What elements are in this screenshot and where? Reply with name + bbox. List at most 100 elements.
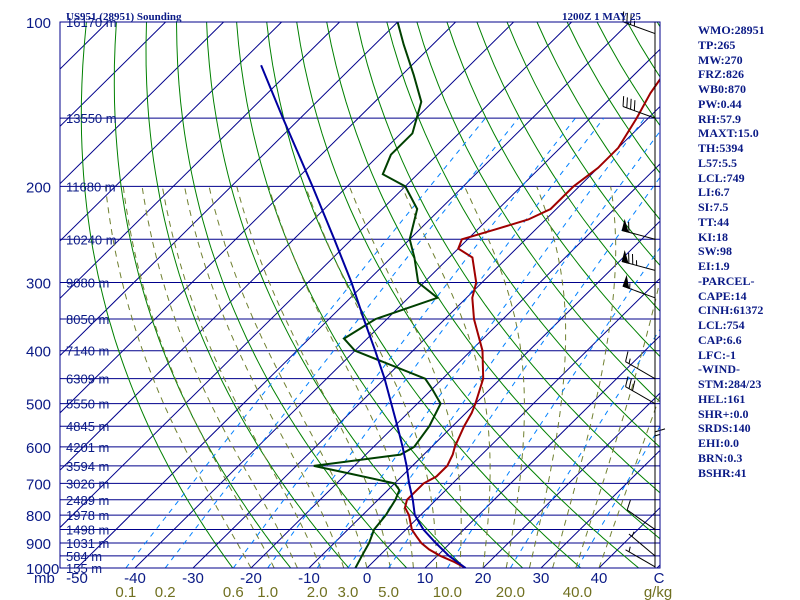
mixing-ratio-label: 5.0 bbox=[378, 584, 399, 600]
mixing-ratio-line-1 bbox=[267, 117, 605, 568]
pressure-label-1000: 1000 bbox=[26, 561, 59, 578]
height-label: 8050 m bbox=[66, 312, 109, 327]
wind-barb-full bbox=[631, 380, 636, 391]
height-label: 9080 m bbox=[66, 276, 109, 291]
isotherm-30 bbox=[540, 449, 660, 568]
index-line: SW:98 bbox=[698, 244, 733, 259]
pressure-label-700: 700 bbox=[26, 476, 51, 493]
moist-adiabat--8 bbox=[161, 186, 322, 568]
index-line: BRN:0.3 bbox=[698, 450, 743, 465]
isotherm--30 bbox=[192, 105, 660, 568]
wind-barb-flag bbox=[621, 218, 629, 233]
moist-adiabat-0 bbox=[208, 186, 368, 568]
mixing-ratio-label: 0.6 bbox=[223, 584, 244, 600]
index-line: BSHR:41 bbox=[698, 465, 747, 480]
pressure-label-400: 400 bbox=[26, 344, 51, 361]
index-line: CAP:6.6 bbox=[698, 332, 742, 347]
pressure-label-200: 200 bbox=[26, 179, 51, 196]
index-line: TH:5394 bbox=[698, 141, 744, 155]
wind-barb-half bbox=[654, 433, 661, 437]
plot-background bbox=[60, 22, 660, 568]
wind-barb-staff bbox=[622, 106, 656, 119]
index-line: STM:284/23 bbox=[698, 377, 762, 391]
wind-barb-850 bbox=[626, 499, 656, 530]
moist-adiabat-40 bbox=[598, 394, 660, 568]
mixing-ratio-line-40 bbox=[576, 425, 660, 568]
temp-label--20: -20 bbox=[240, 570, 262, 587]
wind-barb-995 bbox=[625, 546, 656, 568]
index-line: KI:18 bbox=[698, 229, 728, 244]
isotherm--70 bbox=[60, 22, 514, 471]
moist-adiabat-8 bbox=[268, 186, 414, 568]
height-label: 3594 m bbox=[66, 459, 109, 474]
isotherm--130 bbox=[60, 22, 166, 128]
moist-adiabat--12 bbox=[141, 186, 298, 568]
temp-label-30: 30 bbox=[533, 570, 550, 587]
height-label: 13550 m bbox=[66, 111, 117, 126]
height-label: 1498 m bbox=[66, 522, 109, 537]
index-line: EHI:0.0 bbox=[698, 436, 740, 450]
index-line: MAXT:15.0 bbox=[698, 126, 759, 141]
index-line: WMO:28951 bbox=[698, 23, 765, 37]
mixing-ratio-unit: g/kg bbox=[644, 584, 672, 600]
wind-barb-staff bbox=[628, 533, 656, 557]
index-line: RH:57.9 bbox=[698, 111, 741, 126]
index-line: -WIND- bbox=[698, 362, 740, 377]
dry-adiabat-280 bbox=[176, 22, 408, 568]
wind-barb-250 bbox=[621, 218, 656, 240]
wind-barb-half bbox=[628, 358, 631, 364]
index-line: -PARCEL- bbox=[698, 273, 755, 288]
dry-adiabat-350 bbox=[386, 22, 660, 448]
wind-barb-staff bbox=[626, 509, 656, 530]
index-line: CINH:61372 bbox=[698, 303, 764, 318]
pressure-label-100: 100 bbox=[26, 15, 51, 32]
mixing-ratio-line-0.6 bbox=[232, 117, 576, 568]
sounding-time: 1200Z 1 MAY 25 bbox=[562, 11, 641, 23]
wind-barb-full bbox=[630, 14, 632, 25]
wind-barb-staff bbox=[622, 21, 656, 35]
moist-adiabat-4 bbox=[236, 186, 391, 568]
wind-barb-staff bbox=[625, 549, 656, 568]
index-line: TT:44 bbox=[698, 214, 730, 229]
index-line: LCL:749 bbox=[698, 170, 745, 185]
parcel-line bbox=[260, 64, 467, 568]
height-label: 155 m bbox=[66, 561, 102, 576]
wind-barb-320 bbox=[622, 274, 656, 299]
dry-adiabat-360 bbox=[416, 22, 660, 403]
isotherm--100 bbox=[60, 22, 340, 299]
height-label: 11680 m bbox=[66, 179, 116, 194]
height-label: 584 m bbox=[66, 549, 102, 564]
isotherm--110 bbox=[60, 22, 282, 242]
temp-unit-label: C bbox=[654, 570, 665, 587]
moist-adiabat-36 bbox=[575, 278, 660, 568]
mixing-ratio-line-0.1 bbox=[125, 117, 486, 568]
dry-adiabat-390 bbox=[506, 22, 660, 267]
wind-barb-full bbox=[630, 98, 632, 110]
wind-barb-flag bbox=[622, 274, 630, 289]
isotherm--40 bbox=[134, 48, 660, 568]
height-label: 16170 m bbox=[66, 15, 117, 30]
index-line: FRZ:826 bbox=[698, 67, 744, 82]
isotherm--10 bbox=[308, 220, 660, 568]
pressure-label-900: 900 bbox=[26, 536, 51, 553]
moist-adiabat-24 bbox=[464, 186, 525, 568]
mixing-ratio-label: 20.0 bbox=[496, 584, 525, 600]
index-line: WB0:870 bbox=[698, 82, 746, 96]
wind-barb-150 bbox=[622, 96, 656, 119]
wind-barb-full bbox=[626, 97, 628, 108]
index-line: SI:7.5 bbox=[698, 200, 729, 214]
dry-adiabat-260 bbox=[113, 22, 292, 568]
temp-label--50: -50 bbox=[66, 570, 88, 587]
isotherm--120 bbox=[60, 22, 224, 185]
dry-adiabat-320 bbox=[296, 22, 640, 568]
dry-adiabat-250 bbox=[80, 22, 234, 568]
index-line: LFC:-1 bbox=[698, 347, 736, 362]
moist-adiabat-12 bbox=[305, 186, 438, 568]
index-line: TP:265 bbox=[698, 37, 736, 52]
height-label: 6309 m bbox=[66, 372, 109, 387]
pressure-unit-label: mb bbox=[34, 570, 55, 587]
index-line: SRDS:140 bbox=[698, 421, 751, 436]
pressure-label-800: 800 bbox=[26, 508, 51, 525]
height-label: 2489 m bbox=[66, 493, 109, 508]
